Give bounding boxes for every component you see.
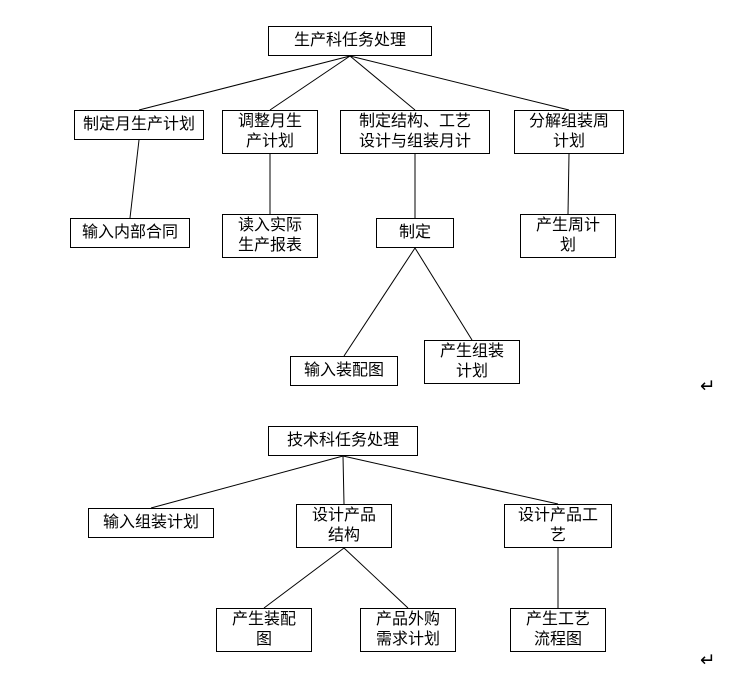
node-label: 制定结构、工艺设计与组装月计 — [359, 112, 471, 152]
node-n16: 产生装配图 — [216, 608, 312, 652]
node-label: 生产科任务处理 — [294, 31, 406, 51]
node-n17: 产品外购需求计划 — [360, 608, 456, 652]
node-n11: 产生组装计划 — [424, 340, 520, 384]
annotation-ret1: ↵ — [700, 376, 716, 398]
edge-n14-n17 — [344, 548, 408, 608]
node-label: 读入实际生产报表 — [238, 216, 302, 256]
edge-n8-n10 — [344, 248, 415, 356]
edge-n12-n15 — [343, 456, 558, 504]
node-n7: 读入实际生产报表 — [222, 214, 318, 258]
edges-layer — [0, 0, 755, 684]
edge-n2-n6 — [130, 140, 139, 218]
node-n6: 输入内部合同 — [70, 218, 190, 248]
edge-n1-n3 — [270, 56, 350, 110]
node-label: 产生周计划 — [536, 216, 600, 256]
node-n14: 设计产品结构 — [296, 504, 392, 548]
node-label: 输入组装计划 — [103, 513, 199, 533]
node-n3: 调整月生产计划 — [222, 110, 318, 154]
node-n18: 产生工艺流程图 — [510, 608, 606, 652]
edge-n5-n9 — [568, 154, 569, 214]
node-label: 产生装配图 — [232, 610, 296, 650]
node-label: 产品外购需求计划 — [376, 610, 440, 650]
edge-n1-n2 — [139, 56, 350, 110]
node-n15: 设计产品工艺 — [504, 504, 612, 548]
node-label: 输入内部合同 — [82, 223, 178, 243]
diagram-stage: 生产科任务处理制定月生产计划 调整月生产计划 制定结构、工艺设计与组装月计 分解组装周… — [0, 0, 755, 684]
node-label: 制定月生产计划 — [83, 115, 195, 135]
node-label: 设计产品结构 — [312, 506, 376, 546]
node-label: 调整月生产计划 — [238, 112, 302, 152]
node-label: 技术科任务处理 — [287, 431, 399, 451]
node-n1: 生产科任务处理 — [268, 26, 432, 56]
node-n2: 制定月生产计划 — [74, 110, 204, 140]
node-n10: 输入装配图 — [290, 356, 398, 386]
edge-n8-n11 — [415, 248, 472, 340]
edge-n14-n16 — [264, 548, 344, 608]
edge-n12-n13 — [151, 456, 343, 508]
node-n5: 分解组装周计划 — [514, 110, 624, 154]
node-label: 产生组装计划 — [440, 342, 504, 382]
node-label: 输入装配图 — [304, 361, 384, 381]
node-label: 制定 — [399, 223, 431, 243]
node-n13: 输入组装计划 — [88, 508, 214, 538]
node-label: 分解组装周计划 — [529, 112, 609, 152]
node-label: 设计产品工艺 — [518, 506, 598, 546]
edge-n1-n4 — [350, 56, 415, 110]
node-n8: 制定 — [376, 218, 454, 248]
edge-n12-n14 — [343, 456, 344, 504]
node-n4: 制定结构、工艺设计与组装月计 — [340, 110, 490, 154]
node-n12: 技术科任务处理 — [268, 426, 418, 456]
node-n9: 产生周计划 — [520, 214, 616, 258]
node-label: 产生工艺流程图 — [526, 610, 590, 650]
annotation-ret2: ↵ — [700, 650, 716, 672]
edge-n1-n5 — [350, 56, 569, 110]
